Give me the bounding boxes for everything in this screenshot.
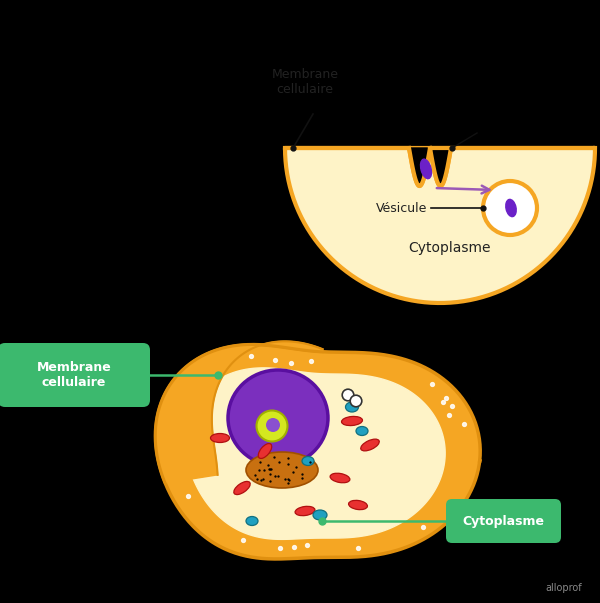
Circle shape	[483, 181, 537, 235]
Ellipse shape	[356, 426, 368, 435]
Ellipse shape	[506, 200, 516, 216]
Ellipse shape	[258, 444, 272, 458]
Ellipse shape	[421, 159, 431, 178]
Text: Membrane
cellulaire: Membrane cellulaire	[271, 68, 338, 96]
Polygon shape	[155, 341, 323, 483]
Circle shape	[342, 389, 354, 401]
Text: Membrane
cellulaire: Membrane cellulaire	[37, 361, 112, 389]
Polygon shape	[409, 148, 451, 186]
Text: alloprof: alloprof	[545, 583, 582, 593]
Circle shape	[256, 411, 287, 441]
Ellipse shape	[341, 417, 362, 426]
Polygon shape	[155, 344, 480, 559]
Polygon shape	[285, 148, 595, 303]
FancyBboxPatch shape	[446, 499, 561, 543]
Ellipse shape	[346, 402, 358, 412]
Ellipse shape	[295, 507, 315, 516]
Circle shape	[350, 395, 362, 407]
Polygon shape	[185, 368, 445, 539]
Ellipse shape	[234, 481, 250, 494]
Ellipse shape	[246, 517, 258, 525]
Ellipse shape	[211, 434, 229, 443]
Ellipse shape	[330, 473, 350, 483]
Ellipse shape	[246, 452, 318, 488]
Text: Vésicule: Vésicule	[376, 201, 427, 215]
Ellipse shape	[349, 500, 367, 510]
Ellipse shape	[361, 439, 379, 451]
Text: Cytoplasme: Cytoplasme	[409, 241, 491, 255]
Text: Cytoplasme: Cytoplasme	[463, 514, 544, 528]
Ellipse shape	[228, 370, 328, 466]
Ellipse shape	[313, 510, 327, 520]
Ellipse shape	[302, 456, 314, 466]
Circle shape	[266, 418, 280, 432]
FancyBboxPatch shape	[0, 343, 150, 407]
